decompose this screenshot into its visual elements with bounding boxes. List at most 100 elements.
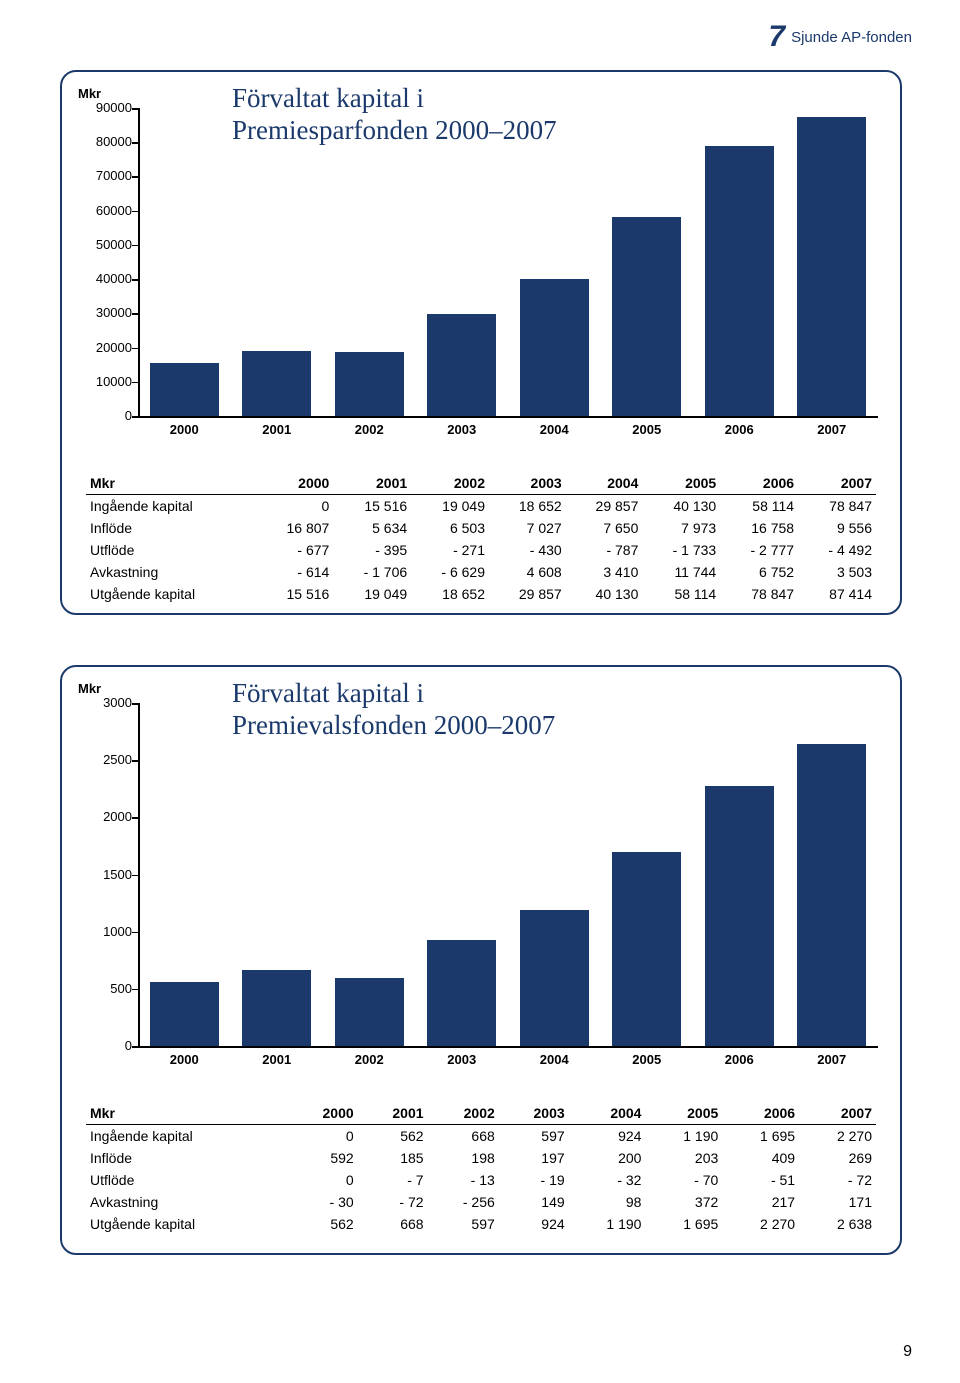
table-cell: 7 650 xyxy=(566,517,643,539)
table-cell: 1 695 xyxy=(722,1125,799,1148)
table-row: Inflöde16 8075 6346 5037 0277 6507 97316… xyxy=(86,517,876,539)
bar xyxy=(797,117,866,416)
table-cell: - 7 xyxy=(358,1169,428,1191)
table-cell: 668 xyxy=(358,1213,428,1235)
chart2-area: 0500100015002000250030002000200120022003… xyxy=(76,697,888,1072)
xtick-label: 2005 xyxy=(601,422,694,437)
table-cell: - 32 xyxy=(569,1169,646,1191)
table-cell: - 19 xyxy=(499,1169,569,1191)
table-cell: 597 xyxy=(428,1213,499,1235)
panel-premiesparfonden: Mkr Förvaltat kapital i Premiesparfonden… xyxy=(60,70,902,615)
table-cell: - 395 xyxy=(333,539,411,561)
bar xyxy=(427,314,496,416)
table-cell: 4 608 xyxy=(489,561,566,583)
y-axis-line xyxy=(138,703,140,1046)
xtick-label: 2006 xyxy=(693,1052,786,1067)
table-cell: 78 847 xyxy=(720,583,798,605)
table-row-label: Utgående kapital xyxy=(86,583,257,605)
ytick-mark xyxy=(132,245,138,247)
table-cell: 29 857 xyxy=(489,583,566,605)
bar xyxy=(520,910,589,1046)
ytick-label: 20000 xyxy=(80,340,132,355)
ytick-label: 500 xyxy=(80,981,132,996)
bar xyxy=(242,970,311,1046)
xtick-label: 2005 xyxy=(601,1052,694,1067)
table-row-label: Inflöde xyxy=(86,1147,288,1169)
table-cell: 7 027 xyxy=(489,517,566,539)
table-row-label: Avkastning xyxy=(86,1191,288,1213)
xtick-label: 2000 xyxy=(138,422,231,437)
chart2-ylabel: Mkr xyxy=(78,681,101,696)
y-axis-line xyxy=(138,108,140,416)
table-cell: 18 652 xyxy=(411,583,489,605)
table-cell: 16 758 xyxy=(720,517,798,539)
table-cell: 1 695 xyxy=(645,1213,722,1235)
xtick-label: 2001 xyxy=(231,422,324,437)
xtick-label: 2006 xyxy=(693,422,786,437)
ytick-label: 1000 xyxy=(80,924,132,939)
bar xyxy=(150,363,219,416)
table-cell: 18 652 xyxy=(489,495,566,518)
table-cell: - 51 xyxy=(722,1169,799,1191)
ytick-label: 80000 xyxy=(80,134,132,149)
table-cell: 78 847 xyxy=(798,495,876,518)
table-column-header: 2003 xyxy=(499,1102,569,1125)
ytick-mark xyxy=(132,1046,138,1048)
table-cell: 7 973 xyxy=(642,517,720,539)
bar xyxy=(335,978,404,1046)
table-cell: 6 752 xyxy=(720,561,798,583)
logo: 7 Sjunde AP-fonden xyxy=(768,20,912,54)
table-cell: - 271 xyxy=(411,539,489,561)
table-cell: 924 xyxy=(499,1213,569,1235)
ytick-mark xyxy=(132,760,138,762)
ytick-mark xyxy=(132,703,138,705)
table-row: Utflöde0- 7- 13- 19- 32- 70- 51- 72 xyxy=(86,1169,876,1191)
logo-name: Sjunde AP-fonden xyxy=(791,29,912,46)
table-cell: 40 130 xyxy=(566,583,643,605)
table-cell: 40 130 xyxy=(642,495,720,518)
ytick-mark xyxy=(132,989,138,991)
table-cell: 19 049 xyxy=(411,495,489,518)
table-cell: - 2 777 xyxy=(720,539,798,561)
table-cell: - 787 xyxy=(566,539,643,561)
table-cell: - 256 xyxy=(428,1191,499,1213)
table-cell: 15 516 xyxy=(333,495,411,518)
table-column-header: 2007 xyxy=(799,1102,876,1125)
xtick-label: 2002 xyxy=(323,422,416,437)
table-cell: - 430 xyxy=(489,539,566,561)
table-cell: 149 xyxy=(499,1191,569,1213)
xtick-label: 2003 xyxy=(416,422,509,437)
table-row: Ingående kapital015 51619 04918 65229 85… xyxy=(86,495,876,518)
table-row: Avkastning- 30- 72- 25614998372217171 xyxy=(86,1191,876,1213)
table-cell: 19 049 xyxy=(333,583,411,605)
table-header-label: Mkr xyxy=(86,1102,288,1125)
bar xyxy=(612,852,681,1046)
ytick-mark xyxy=(132,211,138,213)
table2: Mkr20002001200220032004200520062007Ingåe… xyxy=(86,1102,876,1235)
table-cell: - 1 706 xyxy=(333,561,411,583)
x-axis-line xyxy=(138,1046,878,1048)
table-row: Inflöde592185198197200203409269 xyxy=(86,1147,876,1169)
table-cell: 58 114 xyxy=(642,583,720,605)
ytick-label: 0 xyxy=(80,408,132,423)
table-cell: 11 744 xyxy=(642,561,720,583)
table-column-header: 2000 xyxy=(288,1102,358,1125)
bar xyxy=(242,351,311,416)
table-cell: 1 190 xyxy=(569,1213,646,1235)
table-cell: - 72 xyxy=(799,1169,876,1191)
ytick-mark xyxy=(132,176,138,178)
table-cell: - 6 629 xyxy=(411,561,489,583)
ytick-mark xyxy=(132,313,138,315)
chart1-ylabel: Mkr xyxy=(78,86,101,101)
xtick-label: 2004 xyxy=(508,422,601,437)
table-cell: 197 xyxy=(499,1147,569,1169)
table-cell: 0 xyxy=(288,1169,358,1191)
chart1-area: 0100002000030000400005000060000700008000… xyxy=(76,102,888,442)
table-cell: 597 xyxy=(499,1125,569,1148)
table-cell: 87 414 xyxy=(798,583,876,605)
ytick-mark xyxy=(132,932,138,934)
table-cell: 29 857 xyxy=(566,495,643,518)
table-row: Avkastning- 614- 1 706- 6 6294 6083 4101… xyxy=(86,561,876,583)
ytick-mark xyxy=(132,108,138,110)
table-cell: 409 xyxy=(722,1147,799,1169)
